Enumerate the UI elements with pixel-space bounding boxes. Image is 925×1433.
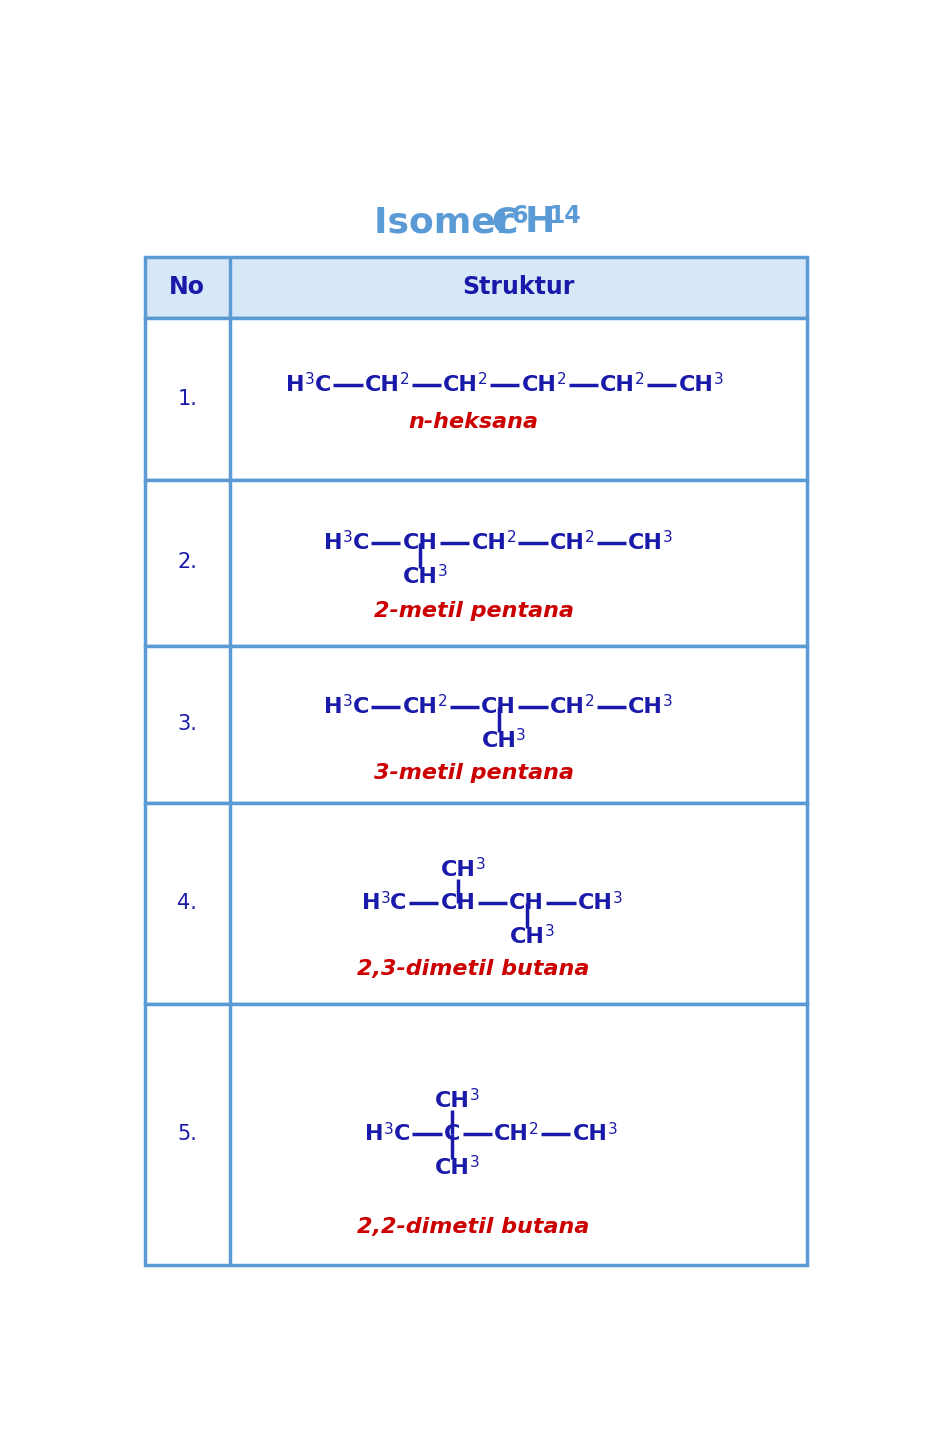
Text: 2: 2 — [585, 530, 595, 545]
Text: H: H — [287, 375, 305, 396]
Text: 3: 3 — [343, 694, 352, 709]
Text: 3: 3 — [663, 530, 672, 545]
Text: C: C — [352, 533, 369, 553]
Text: Struktur: Struktur — [462, 275, 574, 299]
Bar — [145, 645, 808, 804]
Text: 14: 14 — [548, 203, 581, 228]
Bar — [145, 480, 808, 645]
Text: 3: 3 — [475, 857, 486, 871]
Text: 2: 2 — [529, 1122, 538, 1136]
Text: CH: CH — [522, 375, 557, 396]
Text: 2,3-dimetil butana: 2,3-dimetil butana — [357, 959, 590, 979]
Text: 3: 3 — [384, 1122, 394, 1136]
Text: 3: 3 — [380, 890, 390, 906]
Text: 2: 2 — [635, 373, 645, 387]
Text: 3.: 3. — [178, 714, 197, 734]
Text: H: H — [524, 205, 555, 239]
Text: 3: 3 — [470, 1155, 479, 1171]
Text: 3: 3 — [608, 1122, 617, 1136]
Text: C: C — [314, 375, 331, 396]
Text: CH: CH — [481, 731, 516, 751]
Text: CH: CH — [365, 375, 400, 396]
Text: 3: 3 — [343, 530, 352, 545]
Text: C: C — [444, 1125, 461, 1145]
Text: CH: CH — [549, 533, 585, 553]
Text: CH: CH — [441, 860, 475, 880]
Text: 3: 3 — [438, 565, 448, 579]
Bar — [145, 804, 808, 1003]
Text: 2: 2 — [557, 373, 566, 387]
Text: 2,2-dimetil butana: 2,2-dimetil butana — [357, 1217, 590, 1237]
Text: CH: CH — [435, 1091, 470, 1111]
Text: C: C — [394, 1125, 410, 1145]
Text: 3: 3 — [545, 924, 554, 940]
Bar — [145, 257, 808, 318]
Text: C: C — [491, 205, 518, 239]
Text: H: H — [362, 893, 380, 913]
Text: 5.: 5. — [178, 1125, 197, 1145]
Text: CH: CH — [443, 375, 478, 396]
Text: CH: CH — [549, 696, 585, 716]
Text: CH: CH — [628, 696, 663, 716]
Text: 3: 3 — [613, 890, 623, 906]
Text: C: C — [390, 893, 407, 913]
Text: 4.: 4. — [178, 893, 197, 913]
Text: 3-metil pentana: 3-metil pentana — [374, 762, 574, 782]
Text: n-heksana: n-heksana — [409, 413, 538, 433]
Text: CH: CH — [510, 893, 544, 913]
Text: 2: 2 — [400, 373, 410, 387]
Text: H: H — [325, 696, 343, 716]
Text: 2: 2 — [585, 694, 595, 709]
Text: 1.: 1. — [178, 390, 197, 408]
Text: C: C — [352, 696, 369, 716]
Text: 2: 2 — [478, 373, 487, 387]
Text: 3: 3 — [516, 728, 526, 744]
Text: CH: CH — [679, 375, 713, 396]
Bar — [145, 1003, 808, 1265]
Text: 3: 3 — [470, 1088, 479, 1102]
Text: Isomer: Isomer — [375, 205, 526, 239]
Text: CH: CH — [481, 696, 516, 716]
Text: H: H — [325, 533, 343, 553]
Text: CH: CH — [600, 375, 635, 396]
Text: CH: CH — [578, 893, 613, 913]
Text: CH: CH — [510, 927, 545, 947]
Text: No: No — [169, 275, 205, 299]
Text: CH: CH — [494, 1125, 529, 1145]
Text: 2.: 2. — [178, 552, 197, 572]
Text: 3: 3 — [713, 373, 723, 387]
Text: CH: CH — [440, 893, 475, 913]
Text: 2: 2 — [506, 530, 516, 545]
Text: 2-metil pentana: 2-metil pentana — [374, 600, 574, 620]
Text: CH: CH — [403, 567, 438, 588]
Text: H: H — [365, 1125, 384, 1145]
Text: CH: CH — [472, 533, 506, 553]
Text: 3: 3 — [663, 694, 672, 709]
Text: CH: CH — [573, 1125, 608, 1145]
Text: CH: CH — [402, 696, 438, 716]
Text: CH: CH — [435, 1158, 470, 1178]
Text: 6: 6 — [512, 203, 528, 228]
Bar — [145, 318, 808, 480]
Text: CH: CH — [628, 533, 663, 553]
Text: 2: 2 — [438, 694, 448, 709]
Text: CH: CH — [402, 533, 438, 553]
Text: 3: 3 — [305, 373, 314, 387]
